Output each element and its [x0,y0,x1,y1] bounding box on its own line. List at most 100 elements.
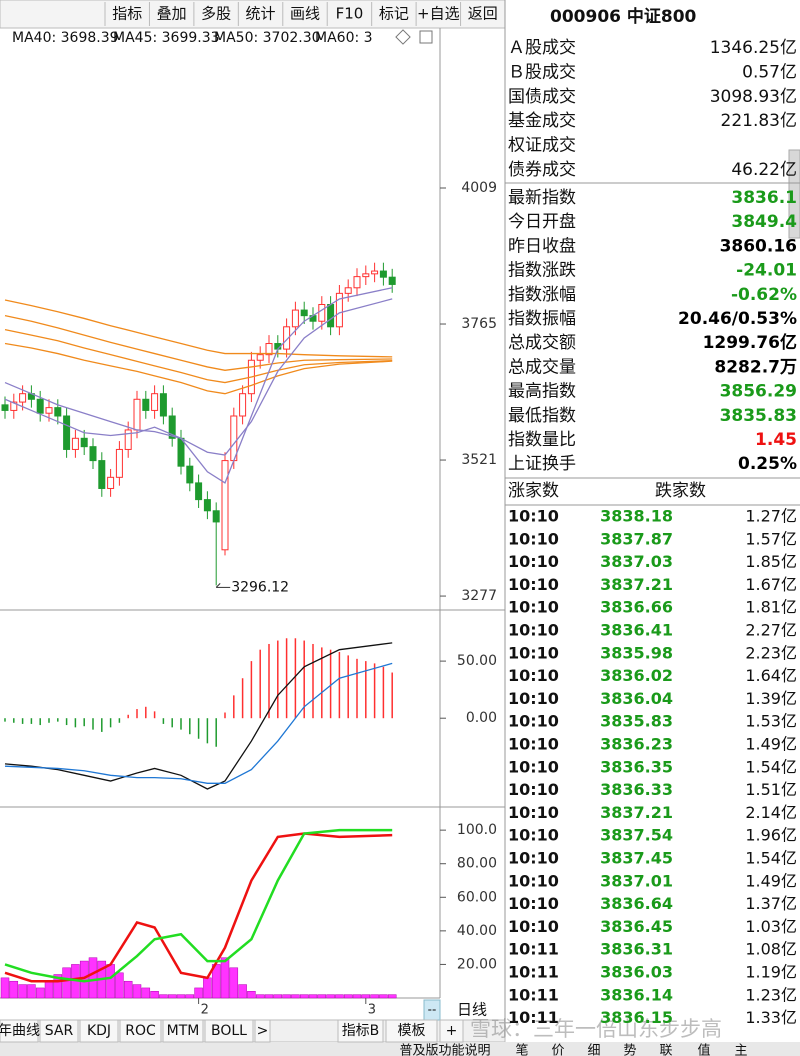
tab[interactable] [162,1019,204,1043]
kdj-bar [299,994,309,999]
y-tick-label: 40.00 [457,923,497,939]
field-label: 权证成交 [508,136,576,156]
tab[interactable] [79,1019,119,1043]
status-item[interactable]: 细 [587,1044,600,1056]
kdj-bar [123,980,133,999]
tab[interactable] [119,1019,162,1043]
field-value: 8282.7万 [714,357,797,377]
candle-body [212,510,220,523]
y-tick-label: 3277 [461,588,497,604]
field-value: 0.25% [738,454,797,474]
status-item[interactable]: 联 [659,1044,672,1056]
tab-label[interactable]: 模板 [398,1023,426,1039]
status-item[interactable]: 普及版功能说明 [399,1044,490,1056]
kdj-bar [370,994,379,999]
tick-price: 3835.83 [600,712,673,731]
tab-label[interactable]: 指标B [342,1023,380,1039]
kdj-bar [106,964,115,999]
candle-body [71,437,79,450]
kdj-bar [79,960,89,999]
tab[interactable] [204,1019,254,1043]
legend-icon[interactable] [419,30,433,44]
kdj-bar [0,977,10,999]
status-item[interactable]: 主 [734,1044,747,1056]
low-annotation: 3296.12 [231,579,289,595]
candle-body [80,437,88,448]
tick-amount: 1.51亿 [745,780,797,799]
tick-time: 10:10 [508,575,559,594]
toolbar-button[interactable]: 标记 [379,5,409,23]
scrollbar[interactable] [788,149,800,239]
tick-time: 10:10 [508,849,559,868]
status-item[interactable]: 笔 [515,1043,528,1056]
toolbar-button[interactable]: 叠加 [157,5,187,23]
tick-amount: 1.85亿 [745,552,797,571]
tab-label[interactable]: + [446,1023,458,1039]
tick-amount: 1.39亿 [745,689,797,708]
tick-amount: 1.67亿 [745,575,797,594]
tab[interactable] [0,1019,39,1043]
candle-body [221,460,229,551]
field-label: 指数涨幅 [508,285,576,305]
candle-body [107,476,115,489]
y-tick-label: 20.00 [457,956,497,972]
y-tick-label: 4009 [461,180,497,196]
period[interactable]: 日线 [457,1001,487,1019]
status-item[interactable]: 势 [623,1043,636,1056]
toolbar-button[interactable]: 返回 [468,5,498,23]
tab-label[interactable]: MTM [167,1023,200,1039]
legend-icon[interactable] [395,29,411,45]
tick-time: 10:10 [508,712,559,731]
toolbar-button[interactable]: 画线 [290,5,320,23]
field-label: 国债成交 [508,87,576,107]
status-item[interactable]: 值 [697,1043,710,1056]
kdj-bar [229,967,239,999]
field-label: 总成交额 [508,333,576,353]
tab-label[interactable]: SAR [45,1023,74,1039]
kdj-bar [247,991,256,999]
tick-time: 10:11 [508,1008,559,1027]
tick-amount: 1.54亿 [745,757,797,776]
field-label: 总成交量 [508,357,576,377]
field-value: -0.62% [731,285,797,305]
kdj-bar [9,980,19,999]
field-label: 最低指数 [508,406,576,426]
tab-label[interactable]: BOLL [211,1023,247,1039]
tick-amount: 1.19亿 [745,963,797,982]
toolbar-button[interactable]: +自选 [417,5,460,23]
tick-time: 10:11 [508,985,559,1004]
status-item[interactable]: 价 [551,1044,564,1056]
toolbar-button[interactable]: 统计 [246,5,276,23]
tick-time: 10:11 [508,940,559,959]
tab-label[interactable]: ROC [125,1023,156,1039]
tick-price: 3836.23 [600,735,673,754]
tick-time: 10:10 [508,666,559,685]
toolbar-button[interactable]: F10 [336,5,364,23]
field-value: 3836.1 [731,188,797,208]
field-label: 最新指数 [508,188,576,208]
tick-amount: 1.33亿 [745,1008,797,1027]
tab[interactable] [385,1019,438,1043]
field-value: 3856.29 [720,382,797,402]
toolbar-button[interactable]: 指标 [112,5,142,23]
tab-label[interactable]: KDJ [87,1023,111,1039]
x-tick-label: 2 [201,1003,209,1018]
tab-label[interactable]: 年曲线 [0,1023,40,1039]
candle-body [283,326,291,350]
kdj-bar [150,991,159,999]
period-short[interactable]: -- [428,1003,437,1017]
tick-amount: 1.96亿 [745,826,797,845]
tick-price: 3836.31 [600,940,673,959]
candle-body [133,398,141,431]
toolbar-button[interactable]: 多股 [201,5,231,23]
tick-time: 10:10 [508,871,559,890]
tab[interactable] [439,1019,464,1043]
watermark: 雪球：三年一倍山东步步高 [470,1017,722,1041]
tab-label[interactable]: > [257,1023,269,1039]
tab[interactable] [337,1019,384,1043]
tab[interactable] [254,1019,271,1043]
tick-amount: 1.57亿 [745,529,797,548]
y-tick-label: 60.00 [457,889,497,905]
tab[interactable] [39,1019,79,1043]
